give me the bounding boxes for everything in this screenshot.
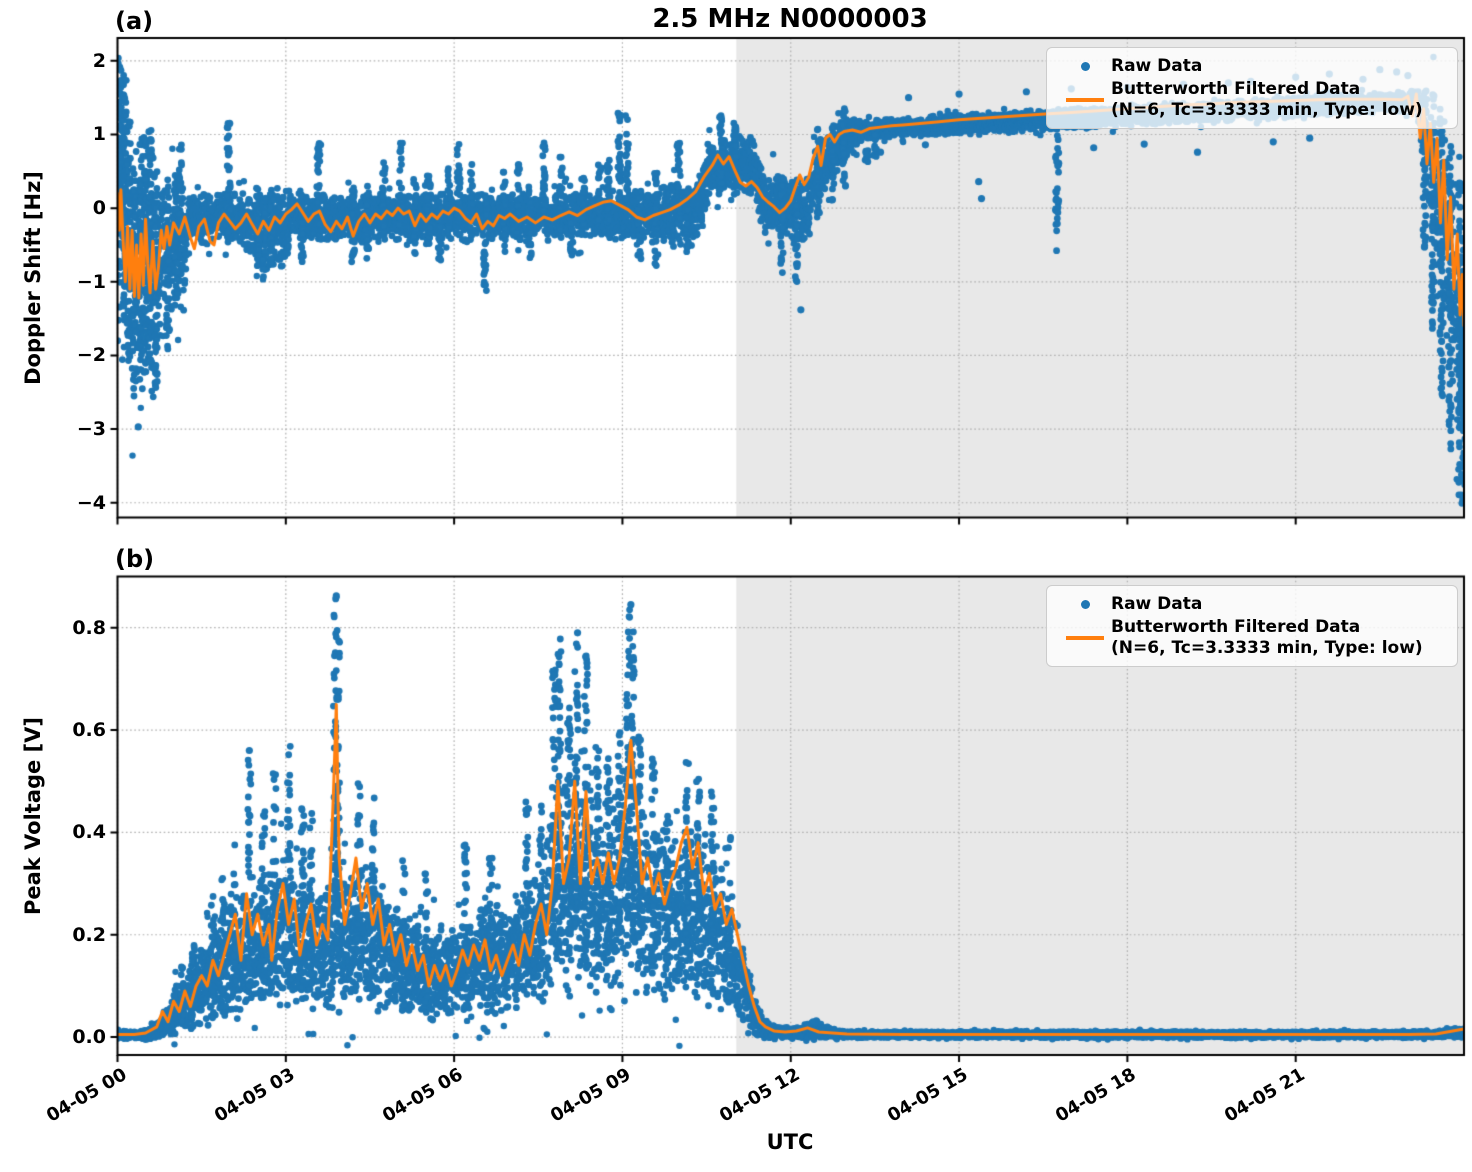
- panel-b-ylabel: Peak Voltage [V]: [21, 716, 45, 916]
- y-tick-label: 0.0: [72, 1026, 106, 1049]
- legend-panel-a: Raw Data Butterworth Filtered Data (N=6,…: [1046, 47, 1458, 129]
- figure-title: 2.5 MHz N0000003: [652, 4, 928, 34]
- y-tick-label: 1: [92, 123, 106, 146]
- raw-data-dot-icon: [1080, 61, 1090, 71]
- raw-data-dot-icon: [1080, 599, 1090, 609]
- y-tick-label: −3: [76, 418, 106, 441]
- y-tick-label: −1: [76, 270, 106, 293]
- legend-raw-label: Raw Data: [1111, 594, 1203, 615]
- legend-filtered-label-wrap: Butterworth Filtered Data (N=6, Tc=3.333…: [1111, 79, 1423, 119]
- y-tick-label: −2: [76, 344, 106, 367]
- legend-row-raw: Raw Data: [1059, 594, 1449, 614]
- filtered-data-marker-wrap: [1059, 97, 1111, 102]
- panel-b-label: (b): [115, 545, 155, 573]
- raw-data-marker-wrap: [1059, 61, 1111, 71]
- panel-a-label: (a): [115, 7, 154, 35]
- legend-row-raw: Raw Data: [1059, 56, 1449, 76]
- legend-filtered-sublabel: (N=6, Tc=3.3333 min, Type: low): [1111, 99, 1423, 120]
- x-axis-label: UTC: [766, 1130, 814, 1154]
- legend-filtered-label: Butterworth Filtered Data: [1111, 79, 1361, 100]
- y-tick-label: 0.2: [72, 923, 106, 946]
- legend-raw-label: Raw Data: [1111, 56, 1203, 77]
- legend-filtered-label-wrap: Butterworth Filtered Data (N=6, Tc=3.333…: [1111, 617, 1423, 657]
- y-tick-label: 0.8: [72, 616, 106, 639]
- y-tick-label: 0.4: [72, 821, 106, 844]
- filtered-data-line-icon: [1066, 635, 1104, 640]
- legend-row-filtered: Butterworth Filtered Data (N=6, Tc=3.333…: [1059, 79, 1449, 120]
- y-tick-label: −4: [76, 491, 106, 514]
- legend-panel-b: Raw Data Butterworth Filtered Data (N=6,…: [1046, 585, 1458, 667]
- filtered-data-marker-wrap: [1059, 635, 1111, 640]
- filtered-data-line-icon: [1066, 97, 1104, 102]
- legend-row-filtered: Butterworth Filtered Data (N=6, Tc=3.333…: [1059, 617, 1449, 658]
- y-tick-label: 0.6: [72, 719, 106, 742]
- legend-filtered-sublabel: (N=6, Tc=3.3333 min, Type: low): [1111, 637, 1423, 658]
- raw-data-marker-wrap: [1059, 599, 1111, 609]
- legend-filtered-label: Butterworth Filtered Data: [1111, 617, 1361, 638]
- y-tick-label: 0: [92, 197, 106, 220]
- y-tick-label: 2: [92, 49, 106, 72]
